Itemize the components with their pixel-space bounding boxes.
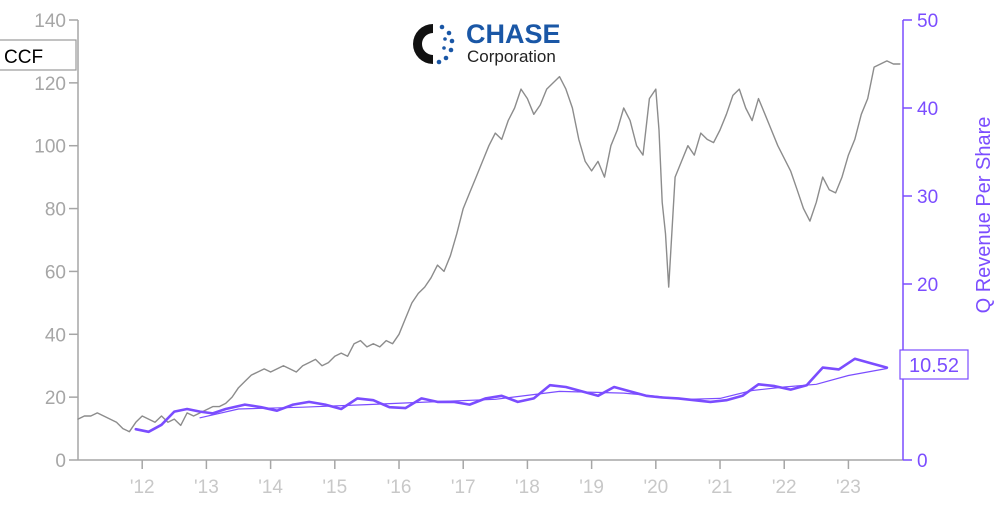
plot-area (77, 60, 901, 434)
x-tick-label: '20 (643, 477, 668, 498)
right-tick-label: 30 (917, 187, 938, 208)
left-tick-label: 20 (45, 388, 66, 409)
right-tick-label: 50 (917, 11, 938, 32)
left-tick-label: 60 (45, 262, 66, 283)
ticker-text: CCF (4, 47, 43, 68)
right-tick-label: 20 (917, 275, 938, 296)
left-tick-label: 0 (55, 451, 66, 472)
logo-subtitle: Corporation (467, 47, 556, 66)
x-tick-label: '12 (130, 477, 155, 498)
logo-name: CHASE (466, 19, 561, 49)
quarterly-revenue-line (134, 357, 889, 434)
last-value-text: 10.52 (909, 355, 959, 377)
logo: CHASE Corporation (413, 19, 561, 66)
x-tick-label: '23 (836, 477, 861, 498)
chase-logo-mark-icon (413, 22, 459, 66)
x-tick-label: '21 (708, 477, 733, 498)
x-tick-label: '16 (387, 477, 412, 498)
right-tick-label: 0 (917, 451, 928, 472)
left-tick-label: 40 (45, 325, 66, 346)
ticker-label: CCF (0, 39, 77, 71)
x-tick-label: '22 (772, 477, 797, 498)
x-tick-label: '13 (194, 477, 219, 498)
left-tick-label: 100 (34, 137, 66, 158)
x-tick-label: '14 (258, 477, 283, 498)
x-tick-label: '19 (579, 477, 604, 498)
last-value-label: 10.52 (899, 349, 969, 380)
x-tick-label: '17 (451, 477, 476, 498)
left-tick-label: 80 (45, 200, 66, 221)
x-tick-label: '15 (322, 477, 347, 498)
left-tick-label: 140 (34, 11, 66, 32)
revenue-trend-line (199, 367, 888, 419)
left-tick-label: 120 (34, 74, 66, 95)
right-tick-label: 40 (917, 99, 938, 120)
x-tick-label: '18 (515, 477, 540, 498)
axes: 02040608010012014001020304050'12'13'14'1… (34, 11, 938, 498)
right-axis-title: Q Revenue Per Share (973, 117, 995, 314)
price-line (77, 60, 901, 433)
